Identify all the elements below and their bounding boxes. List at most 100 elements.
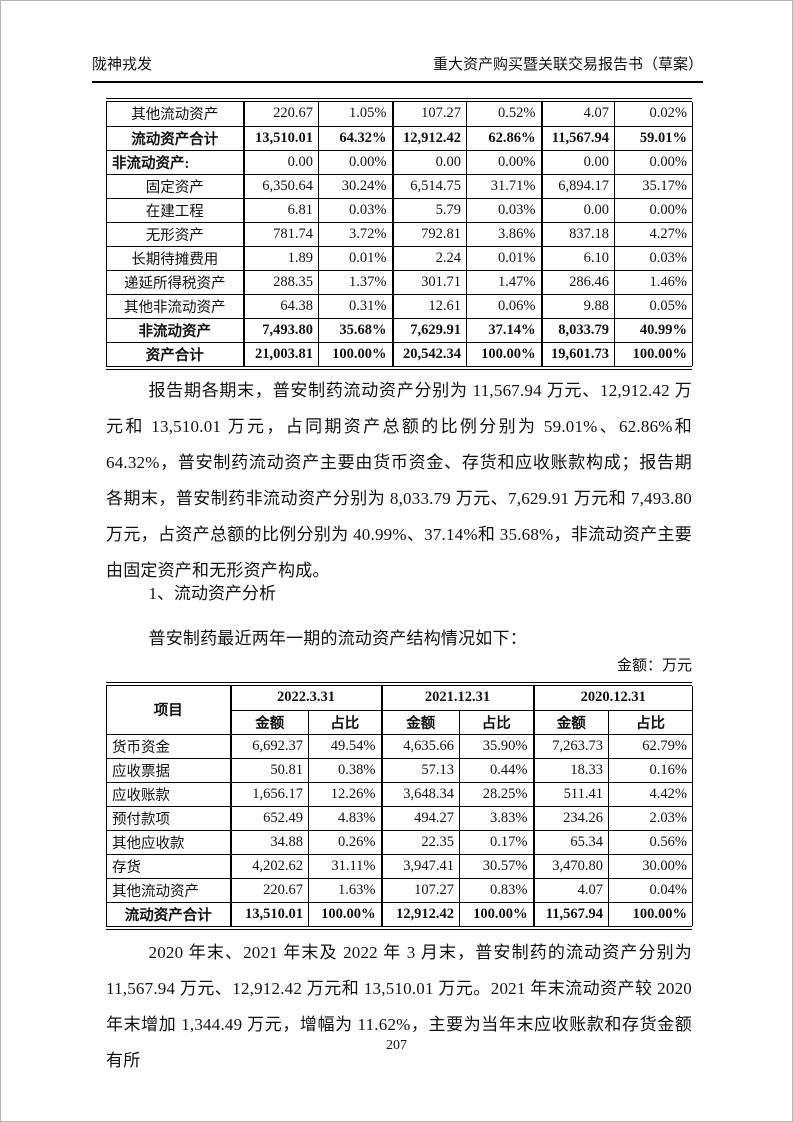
cell-ratio: 0.00% [466, 149, 543, 175]
column-header-period-2021: 2021.12.31 [381, 686, 535, 711]
cell-ratio: 1.05% [318, 102, 394, 127]
cell-amount: 0.00 [392, 149, 467, 175]
column-header-period-2020: 2020.12.31 [533, 686, 693, 711]
section-heading: 1、流动资产分析 [148, 584, 277, 603]
cell-amount: 3,470.80 [533, 853, 609, 879]
cell-amount: 6,514.75 [392, 173, 467, 199]
cell-ratio: 0.02% [614, 102, 693, 127]
table-header-row-periods: 项目 2022.3.31 2021.12.31 2020.12.31 [106, 686, 693, 735]
table-row: 其他非流动资产 64.38 0.31% 12.61 0.06% 9.88 0.05% [106, 293, 693, 319]
cell-amount: 837.18 [541, 221, 615, 247]
cell-amount: 234.26 [533, 805, 609, 831]
column-header-amount: 金额 [533, 709, 609, 735]
column-header-ratio: 占比 [608, 709, 693, 735]
cell-amount: 0.00 [541, 149, 615, 175]
row-label: 存货 [106, 853, 232, 879]
column-header-amount: 金额 [230, 709, 309, 735]
cell-ratio: 100.00% [614, 341, 693, 366]
cell-amount: 0.00 [243, 149, 319, 175]
cell-ratio: 59.01% [614, 125, 693, 151]
column-header-ratio: 占比 [459, 709, 535, 735]
table-row: 应收票据 50.81 0.38% 57.13 0.44% 18.33 0.16% [106, 757, 693, 783]
cell-amount: 6,350.64 [243, 173, 319, 199]
table-row: 流动资产合计 13,510.01 100.00% 12,912.42 100.00% 11… [106, 901, 693, 926]
table-row: 无形资产 781.74 3.72% 792.81 3.86% 837.18 4.27% [106, 221, 693, 247]
cell-ratio: 3.86% [466, 221, 543, 247]
cell-ratio: 28.25% [459, 781, 535, 807]
header-company-name: 陇神戎发 [92, 57, 153, 73]
cell-ratio: 64.32% [318, 125, 394, 151]
cell-ratio: 35.90% [459, 734, 535, 759]
cell-ratio: 62.79% [608, 734, 693, 759]
cell-amount: 107.27 [381, 877, 460, 903]
cell-amount: 781.74 [243, 221, 319, 247]
cell-ratio: 0.38% [308, 757, 383, 783]
cell-amount: 288.35 [243, 269, 319, 295]
cell-ratio: 1.63% [308, 877, 383, 903]
cell-amount: 6.10 [541, 245, 615, 271]
cell-ratio: 0.31% [318, 293, 394, 319]
cell-ratio: 100.00% [608, 901, 693, 926]
cell-ratio: 49.54% [308, 734, 383, 759]
cell-amount: 13,510.01 [230, 901, 309, 926]
current-assets-table-grid: 项目 2022.3.31 2021.12.31 2020.12.31 金额 占比… [106, 686, 693, 926]
cell-ratio: 100.00% [308, 901, 383, 926]
cell-amount: 12,912.42 [392, 125, 467, 151]
cell-amount: 4,202.62 [230, 853, 309, 879]
cell-ratio: 30.24% [318, 173, 394, 199]
cell-amount: 5.79 [392, 197, 467, 223]
analysis-paragraph-1: 报告期各期末，普安制药流动资产分别为 11,567.94 万元、12,912.4… [106, 381, 692, 580]
cell-ratio: 0.01% [466, 245, 543, 271]
row-label: 长期待摊费用 [106, 245, 245, 271]
asset-composition-table: 其他流动资产 220.67 1.05% 107.27 0.52% 4.07 0.02% 流动资… [106, 98, 693, 370]
cell-amount: 6.81 [243, 197, 319, 223]
row-label: 资产合计 [106, 341, 245, 366]
cell-amount: 12.61 [392, 293, 467, 319]
cell-amount: 511.41 [533, 781, 609, 807]
cell-ratio: 100.00% [318, 341, 394, 366]
cell-ratio: 1.47% [466, 269, 543, 295]
cell-ratio: 0.44% [459, 757, 535, 783]
row-label: 其他流动资产 [106, 102, 245, 127]
cell-amount: 652.49 [230, 805, 309, 831]
cell-amount: 34.88 [230, 829, 309, 855]
cell-ratio: 4.42% [608, 781, 693, 807]
table-row: 长期待摊费用 1.89 0.01% 2.24 0.01% 6.10 0.03% [106, 245, 693, 271]
cell-amount: 18.33 [533, 757, 609, 783]
cell-ratio: 0.17% [459, 829, 535, 855]
cell-amount: 64.38 [243, 293, 319, 319]
cell-amount: 301.71 [392, 269, 467, 295]
row-label: 其他应收款 [106, 829, 232, 855]
cell-amount: 7,493.80 [243, 317, 319, 343]
column-header-amount: 金额 [381, 709, 460, 735]
table-row: 递延所得税资产 288.35 1.37% 301.71 1.47% 286.46 1.46% [106, 269, 693, 295]
table-row: 其他流动资产 220.67 1.05% 107.27 0.52% 4.07 0.02% [106, 102, 693, 127]
table-row: 非流动资产: 0.00 0.00% 0.00 0.00% 0.00 0.00% [106, 149, 693, 175]
cell-ratio: 3.83% [459, 805, 535, 831]
cell-ratio: 0.01% [318, 245, 394, 271]
row-label: 货币资金 [106, 734, 232, 759]
cell-amount: 22.35 [381, 829, 460, 855]
cell-ratio: 100.00% [459, 901, 535, 926]
row-label: 递延所得税资产 [106, 269, 245, 295]
cell-ratio: 35.68% [318, 317, 394, 343]
cell-ratio: 2.03% [608, 805, 693, 831]
cell-amount: 1,656.17 [230, 781, 309, 807]
cell-ratio: 0.00% [614, 197, 693, 223]
cell-ratio: 4.27% [614, 221, 693, 247]
cell-ratio: 31.11% [308, 853, 383, 879]
row-label: 其他非流动资产 [106, 293, 245, 319]
row-label: 应收票据 [106, 757, 232, 783]
row-label: 预付款项 [106, 805, 232, 831]
cell-amount: 6,692.37 [230, 734, 309, 759]
cell-ratio: 30.00% [608, 853, 693, 879]
cell-amount: 220.67 [230, 877, 309, 903]
cell-amount: 21,003.81 [243, 341, 319, 366]
cell-ratio: 35.17% [614, 173, 693, 199]
header-report-title: 重大资产购买暨关联交易报告书（草案） [432, 57, 703, 73]
asset-composition-table-grid: 其他流动资产 220.67 1.05% 107.27 0.52% 4.07 0.02% 流动资… [106, 102, 693, 366]
analysis-paragraph-2: 2020 年末、2021 年末及 2022 年 3 月末，普安制药的流动资产分别… [106, 943, 692, 1070]
column-header-item: 项目 [106, 686, 232, 735]
row-label: 流动资产合计 [106, 901, 232, 926]
